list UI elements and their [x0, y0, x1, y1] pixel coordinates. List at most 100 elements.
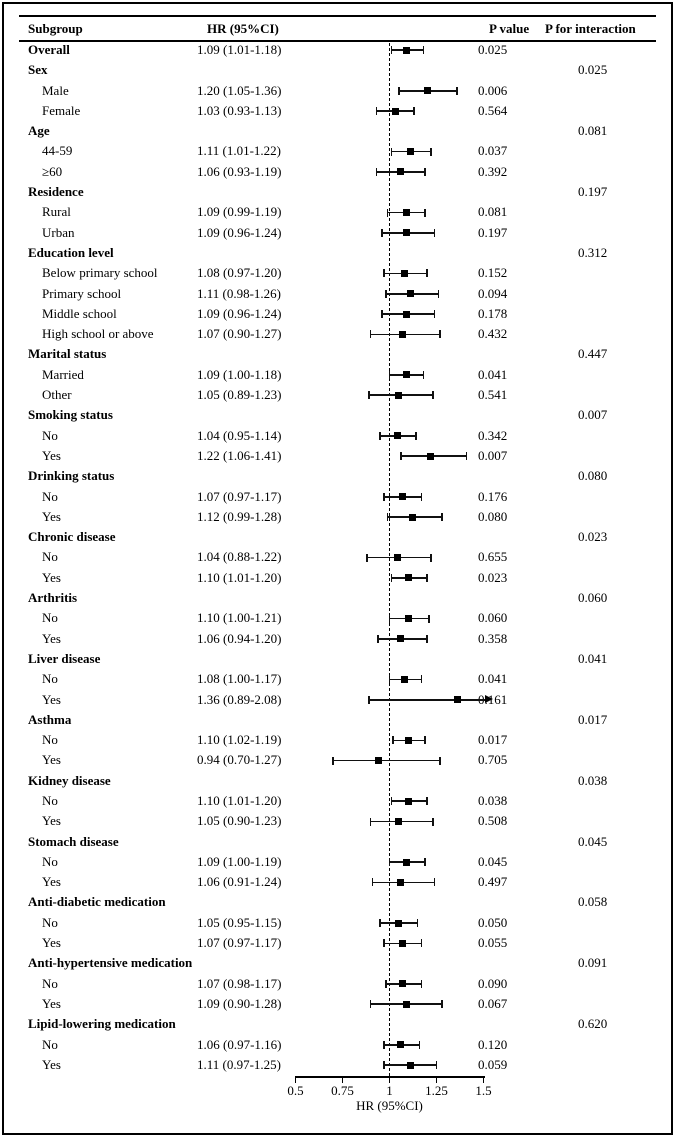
x-axis-title: HR (95%CI)	[356, 1098, 423, 1113]
subgroup-label: Yes	[42, 1056, 61, 1072]
section-row: Stomach disease 0.045	[0, 832, 675, 852]
hr-ci-value: 1.07 (0.97-1.17)	[197, 935, 282, 951]
subgroup-label: No	[42, 610, 58, 626]
hr-ci-value: 1.06 (0.97-1.16)	[197, 1036, 282, 1052]
p-value: 0.025	[478, 42, 508, 57]
data-row: Yes 1.12 (0.99-1.28) 0.080	[0, 507, 675, 527]
subgroup-label: Marital status	[28, 346, 107, 362]
hr-ci-value: 1.10 (1.01-1.20)	[197, 792, 282, 808]
data-row: Yes 1.10 (1.01-1.20) 0.023	[0, 568, 675, 588]
subgroup-label: No	[42, 853, 58, 869]
hr-ci-value: 1.09 (0.96-1.24)	[197, 224, 282, 240]
p-interaction-value: 0.025	[578, 62, 608, 78]
p-interaction-value: 0.038	[578, 772, 608, 788]
subgroup-label: No	[42, 671, 58, 687]
hr-ci-value: 1.09 (1.00-1.18)	[197, 366, 282, 382]
hr-ci-value: 1.12 (0.99-1.28)	[197, 508, 282, 524]
subgroup-label: Male	[42, 82, 69, 98]
p-value: 0.508	[478, 813, 508, 829]
hr-ci-value: 1.06 (0.91-1.24)	[197, 874, 282, 890]
p-interaction-value: 0.007	[578, 407, 608, 423]
data-row: Married 1.09 (1.00-1.18) 0.041	[0, 365, 675, 385]
subgroup-label: Yes	[42, 752, 61, 768]
p-value: 0.080	[478, 508, 508, 524]
subgroup-label: Below primary school	[42, 265, 158, 281]
subgroup-label: Female	[42, 102, 81, 118]
subgroup-label: Anti-hypertensive medication	[28, 955, 193, 971]
subgroup-label: No	[42, 488, 58, 504]
section-row: Overall 1.09 (1.01-1.18) 0.025	[0, 40, 675, 60]
section-row: Anti-hypertensive medication 0.091	[0, 953, 675, 973]
subgroup-label: Smoking status	[28, 407, 113, 423]
subgroup-label: Yes	[42, 813, 61, 829]
data-row: Urban 1.09 (0.96-1.24) 0.197	[0, 223, 675, 243]
p-value: 0.037	[478, 143, 508, 159]
section-row: Education level 0.312	[0, 243, 675, 263]
hr-ci-value: 1.08 (1.00-1.17)	[197, 671, 282, 687]
p-value: 0.090	[478, 975, 508, 991]
section-row: Residence 0.197	[0, 182, 675, 202]
column-header-p-interaction: P for interaction	[545, 21, 636, 36]
p-value: 0.432	[478, 326, 508, 342]
data-row: Female 1.03 (0.93-1.13) 0.564	[0, 101, 675, 121]
subgroup-label: Lipid-lowering medication	[28, 1016, 176, 1032]
hr-ci-value: 1.04 (0.95-1.14)	[197, 427, 282, 443]
data-row: No 1.10 (1.01-1.20) 0.038	[0, 791, 675, 811]
hr-ci-value: 1.05 (0.90-1.23)	[197, 813, 282, 829]
p-interaction-value: 0.620	[578, 1016, 608, 1032]
p-interaction-value: 0.017	[578, 711, 608, 727]
data-row: No 1.09 (1.00-1.19) 0.045	[0, 852, 675, 872]
data-row: No 1.08 (1.00-1.17) 0.041	[0, 669, 675, 689]
hr-ci-value: 1.11 (0.98-1.26)	[197, 285, 282, 301]
p-interaction-value: 0.058	[578, 894, 608, 910]
p-value: 0.059	[478, 1056, 508, 1072]
p-interaction-value: 0.091	[578, 955, 608, 971]
subgroup-label: Yes	[42, 630, 61, 646]
p-interaction-value: 0.081	[578, 123, 608, 139]
p-interaction-value: 0.197	[578, 184, 608, 200]
section-row: Drinking status 0.080	[0, 466, 675, 486]
p-value: 0.045	[478, 853, 508, 869]
subgroup-label: No	[42, 732, 58, 748]
subgroup-label: No	[42, 549, 58, 565]
hr-ci-value: 1.07 (0.90-1.27)	[197, 326, 282, 342]
hr-ci-value: 1.07 (0.97-1.17)	[197, 488, 282, 504]
p-value: 0.342	[478, 427, 508, 443]
p-interaction-value: 0.080	[578, 468, 608, 484]
hr-ci-value: 1.09 (1.00-1.19)	[197, 853, 282, 869]
p-value: 0.067	[478, 995, 508, 1011]
subgroup-label: Drinking status	[28, 468, 115, 484]
hr-ci-value: 1.05 (0.95-1.15)	[197, 914, 282, 930]
subgroup-label: ≥60	[42, 163, 63, 179]
p-value: 0.655	[478, 549, 508, 565]
subgroup-label: No	[42, 427, 58, 443]
p-value: 0.497	[478, 874, 508, 890]
hr-ci-value: 1.03 (0.93-1.13)	[197, 102, 282, 118]
data-row: Yes 1.36 (0.89-2.08) 0.161	[0, 690, 675, 710]
forest-table-rows: Overall 1.09 (1.01-1.18) 0.025 Sex 0.025 Male…	[0, 40, 675, 1075]
hr-ci-value: 1.06 (0.93-1.19)	[197, 163, 282, 179]
subgroup-label: Anti-diabetic medication	[28, 894, 166, 910]
data-row: Yes 1.07 (0.97-1.17) 0.055	[0, 933, 675, 953]
subgroup-label: Yes	[42, 447, 61, 463]
hr-ci-value: 1.04 (0.88-1.22)	[197, 549, 282, 565]
subgroup-label: Kidney disease	[28, 772, 111, 788]
subgroup-label: Middle school	[42, 305, 117, 321]
section-row: Kidney disease 0.038	[0, 771, 675, 791]
table-top-rule	[19, 15, 656, 17]
hr-ci-value: 1.10 (1.02-1.19)	[197, 732, 282, 748]
hr-ci-value: 0.94 (0.70-1.27)	[197, 752, 282, 768]
subgroup-label: Stomach disease	[28, 833, 119, 849]
p-interaction-value: 0.447	[578, 346, 608, 362]
subgroup-label: Education level	[28, 244, 114, 260]
section-row: Arthritis 0.060	[0, 588, 675, 608]
section-row: Anti-diabetic medication 0.058	[0, 892, 675, 912]
subgroup-label: No	[42, 914, 58, 930]
data-row: No 1.07 (0.98-1.17) 0.090	[0, 974, 675, 994]
p-value: 0.358	[478, 630, 508, 646]
hr-ci-value: 1.07 (0.98-1.17)	[197, 975, 282, 991]
p-interaction-value: 0.041	[578, 650, 608, 666]
p-value: 0.017	[478, 732, 508, 748]
hr-ci-value: 1.36 (0.89-2.08)	[197, 691, 282, 707]
